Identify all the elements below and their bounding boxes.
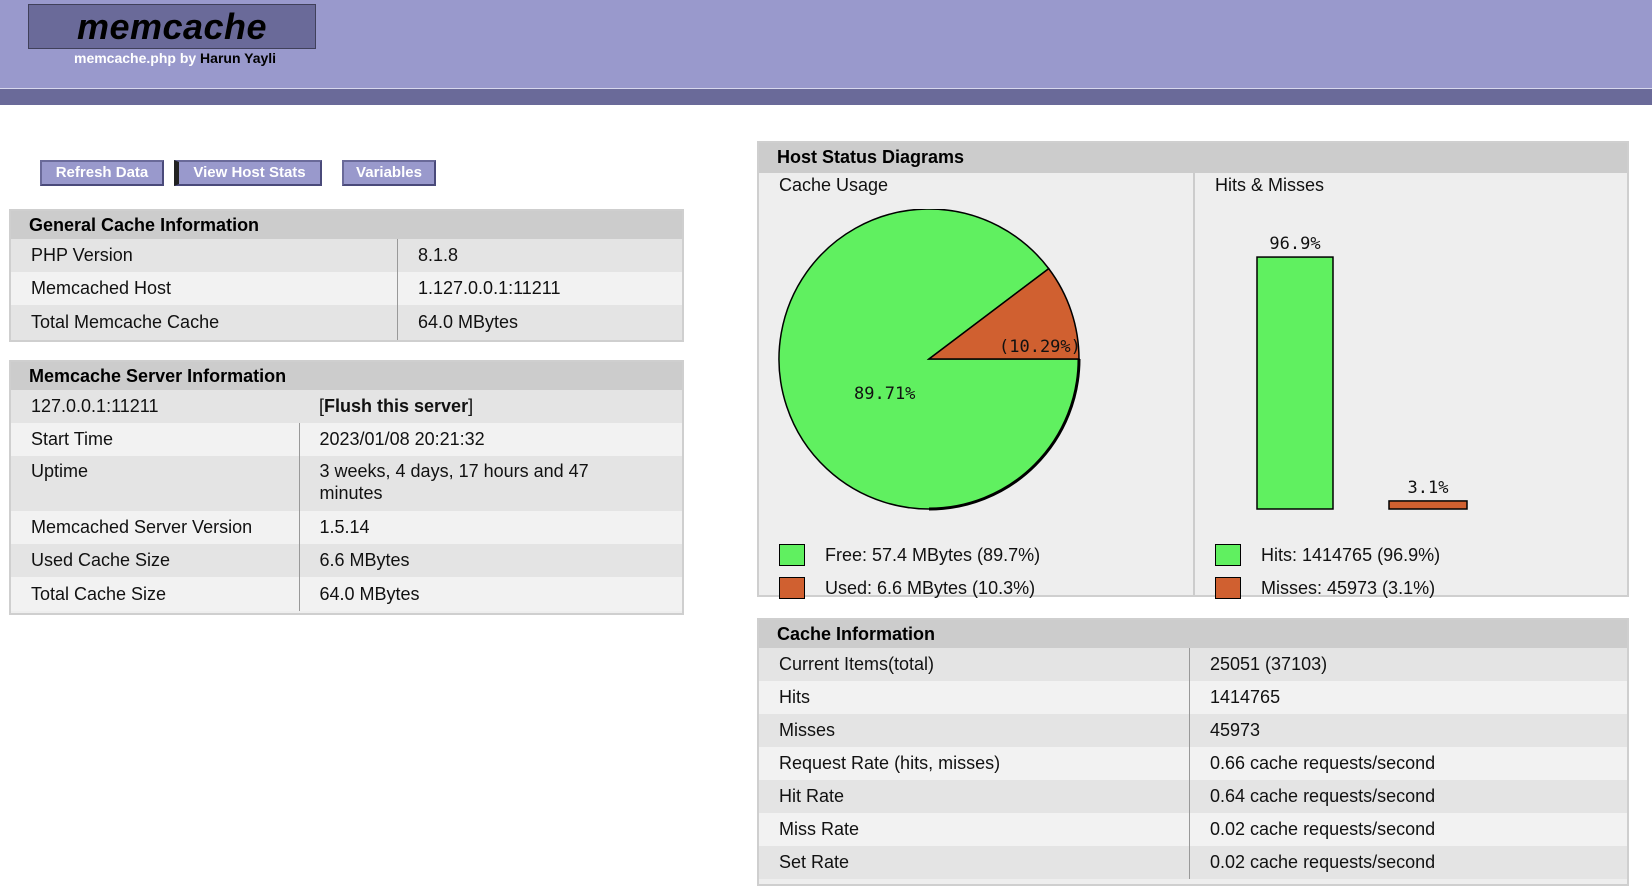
row-value: 1.127.0.0.1:11211 [397,272,682,305]
row-value: 1414765 [1189,681,1627,714]
legend-free-label: Free: 57.4 MBytes (89.7%) [825,544,1041,565]
row-key: Request Rate (hits, misses) [759,747,1190,780]
legend-swatch-hits [1215,544,1241,566]
legend-swatch-free [779,544,805,566]
header-divider [0,88,1652,105]
row-key: Current Items(total) [759,648,1190,681]
row-key: Total Cache Size [11,577,300,611]
row-value: 0.66 cache requests/second [1189,747,1627,780]
table-row: Current Items(total) 25051 (37103) [759,648,1627,681]
row-key: Misses [759,714,1190,747]
general-cache-title: General Cache Information [11,211,682,239]
cache-usage-label: Cache Usage [779,175,889,195]
logo-subtitle: memcache.php by Harun Yayli [74,50,276,66]
general-cache-panel: General Cache Information PHP Version 8.… [9,209,684,342]
variables-button[interactable]: Variables [342,160,436,186]
table-row: Uptime 3 weeks, 4 days, 17 hours and 47 … [11,456,682,511]
legend-used-label: Used: 6.6 MBytes (10.3%) [825,577,1036,598]
cache-info-title: Cache Information [759,620,1627,648]
flush-bracket-open: [ [319,396,325,416]
pie-label-free: 89.71% [854,384,915,404]
cache-usage-pie-chart: 89.71% (10.29%) [778,209,1081,511]
table-row: Miss Rate 0.02 cache requests/second [759,813,1627,846]
legend-used: Used: 6.6 MBytes (10.3%) [779,577,1035,599]
row-key: Used Cache Size [11,544,300,577]
table-row: Used Cache Size 6.6 MBytes [11,544,682,577]
pie-label-used: (10.29%) [999,337,1081,357]
general-cache-table: PHP Version 8.1.8 Memcached Host 1.127.0… [11,239,682,340]
pie-slice-used [926,267,1080,360]
table-row: PHP Version 8.1.8 [11,239,682,272]
flush-bracket-close: ] [468,396,474,416]
row-key: PHP Version [11,239,398,272]
table-row: Total Cache Size 64.0 MBytes [11,577,682,611]
logo: memcache [28,4,316,49]
row-key: Miss Rate [759,813,1190,846]
flush-cell: [Flush this server] [299,390,682,423]
hits-misses-bar-chart: 96.9% 3.1% [1256,234,1468,510]
view-host-stats-button[interactable]: View Host Stats [174,160,322,186]
row-value: 8.1.8 [397,239,682,272]
server-address: 127.0.0.1:11211 [11,390,299,423]
bar-hits [1256,256,1334,510]
table-row: Request Rate (hits, misses) 0.66 cache re… [759,747,1627,780]
row-key: Memcached Host [11,272,398,305]
server-info-title: Memcache Server Information [11,362,682,390]
host-status-title: Host Status Diagrams [759,143,1627,171]
flush-server-link[interactable]: Flush this server [324,396,469,416]
cache-info-table: Current Items(total) 25051 (37103) Hits 141… [759,648,1627,879]
row-key: Total Memcache Cache [11,305,398,340]
server-info-table: 127.0.0.1:11211 [Flush this server] Star… [11,390,682,611]
pie-edge-shadow [928,358,1081,511]
hits-misses-label: Hits & Misses [1215,175,1325,195]
row-key: Uptime [11,456,300,511]
row-value: 0.64 cache requests/second [1189,780,1627,813]
legend-misses-label: Misses: 45973 (3.1%) [1261,577,1436,598]
row-key: Hits [759,681,1190,714]
bar-label-hits: 96.9% [1269,234,1320,254]
table-row: Total Memcache Cache 64.0 MBytes [11,305,682,340]
server-info-panel: Memcache Server Information 127.0.0.1:11… [9,360,684,615]
row-value: 1.5.14 [299,511,682,544]
row-value: 0.02 cache requests/second [1189,813,1627,846]
table-row: Misses 45973 [759,714,1627,747]
row-key: Start Time [11,423,300,456]
row-value: 2023/01/08 20:21:32 [299,423,682,456]
bar-label-misses: 3.1% [1408,478,1449,498]
table-row: Set Rate 0.02 cache requests/second [759,846,1627,879]
host-status-panel: Host Status Diagrams Cache Usage 89.71% (… [757,141,1629,599]
row-value: 3 weeks, 4 days, 17 hours and 47 minutes [299,456,682,511]
row-value: 64.0 MBytes [397,305,682,340]
table-row: Hits 1414765 [759,681,1627,714]
legend-swatch-used [779,577,805,599]
table-row: 127.0.0.1:11211 [Flush this server] [11,390,682,423]
bar-misses [1388,500,1468,510]
row-key: Memcached Server Version [11,511,300,544]
refresh-data-button[interactable]: Refresh Data [40,160,164,186]
row-key: Set Rate [759,846,1190,879]
cache-info-panel: Cache Information Current Items(total) 25… [757,618,1629,886]
row-value: 0.02 cache requests/second [1189,846,1627,879]
logo-text: memcache [76,5,268,47]
row-value: 6.6 MBytes [299,544,682,577]
table-row: Memcached Server Version 1.5.14 [11,511,682,544]
row-value: 64.0 MBytes [299,577,682,611]
legend-misses: Misses: 45973 (3.1%) [1215,577,1435,599]
legend-hits-label: Hits: 1414765 (96.9%) [1261,544,1441,565]
table-row: Start Time 2023/01/08 20:21:32 [11,423,682,456]
cache-usage-section: Cache Usage 89.71% (10.29%) Free: 57.4 MB… [759,173,1193,599]
subtitle-author: Harun Yayli [200,50,277,66]
legend-free: Free: 57.4 MBytes (89.7%) [779,544,1040,566]
table-row: Memcached Host 1.127.0.0.1:11211 [11,272,682,305]
legend-hits: Hits: 1414765 (96.9%) [1215,544,1440,566]
row-value: 45973 [1189,714,1627,747]
table-row: Hit Rate 0.64 cache requests/second [759,780,1627,813]
legend-swatch-misses [1215,577,1241,599]
row-key: Hit Rate [759,780,1190,813]
subtitle-prefix: memcache.php by [74,50,197,66]
hits-misses-section: Hits & Misses 96.9% 3.1% Hits: 1414765 (9… [1195,173,1627,599]
row-value: 25051 (37103) [1189,648,1627,681]
